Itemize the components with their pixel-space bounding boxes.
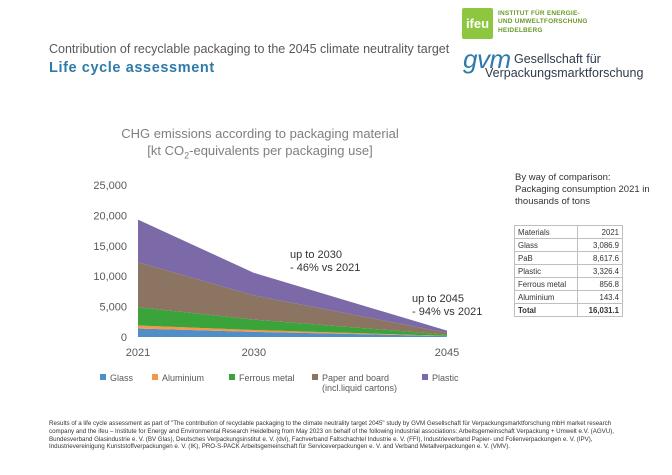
chart-title: CHG emissions according to packaging mat…: [121, 126, 399, 141]
table-row: Glass 3,086.9: [514, 238, 623, 252]
y-tick-label: 25,000: [93, 180, 127, 192]
table-cell-material: Glass: [514, 238, 578, 252]
table-total-label: Total: [514, 303, 578, 317]
x-tick-label: 2021: [126, 347, 150, 359]
legend-label-aluminium: Aluminium: [162, 373, 205, 383]
y-tick-label: 0: [121, 332, 127, 344]
area-glass: [138, 328, 447, 337]
legend-swatch-plastic: [422, 374, 428, 380]
legend-item-glass: Glass: [100, 373, 133, 383]
gvm-logo: gvm: [463, 44, 511, 74]
table-row: Plastic 3,326.4: [514, 264, 623, 278]
y-tick-label: 20,000: [93, 210, 127, 222]
x-tick-label: 2030: [242, 347, 266, 359]
gvm-name-line-2: Verpackungsmarktforschung: [485, 66, 644, 80]
table-cell-material: Aluminium: [514, 290, 578, 304]
legend-swatch-paper-and-board: [312, 374, 318, 380]
table-row: PaB 8,617.6: [514, 251, 623, 265]
annotation-line-2: - 46% vs 2021: [290, 262, 360, 274]
table-header-material: Materials: [514, 225, 578, 239]
legend-label-paper-and-board: Paper and board: [322, 373, 390, 383]
chart-title-unit-prefix: [kt CO: [147, 143, 185, 158]
table-cell-value: 856.8: [577, 277, 623, 291]
page-title: Life cycle assessment: [49, 60, 215, 76]
chart-title-unit-suffix: -equivalents per packaging use]: [189, 143, 373, 158]
table-cell-value: 3,326.4: [577, 264, 623, 278]
legend-item-paper-and-board: Paper and board (incl.liquid cartons): [312, 373, 397, 393]
legend-item-ferrous-metal: Ferrous metal: [229, 373, 295, 383]
table-total-row: Total 16,031.1: [514, 303, 623, 317]
table-cell-value: 143.4: [577, 290, 623, 304]
y-tick-label: 5,000: [99, 302, 127, 314]
ifeu-logo: ifeu: [462, 8, 493, 39]
page-subtitle: Contribution of recyclable packaging to …: [49, 42, 450, 56]
area-paper-and-board: [138, 262, 447, 335]
ifeu-name-line-1: INSTITUT FÜR ENERGIE-: [498, 10, 580, 17]
legend-swatch-glass: [100, 374, 106, 380]
table-cell-value: 3,086.9: [577, 238, 623, 252]
ifeu-name-line-3: HEIDELBERG: [498, 26, 543, 34]
table-cell-material: Plastic: [514, 264, 578, 278]
legend-item-plastic: Plastic: [422, 373, 459, 383]
y-tick-label: 15,000: [93, 241, 127, 253]
legend-swatch-aluminium: [152, 374, 158, 380]
footnote: Results of a life cycle assessment as pa…: [49, 420, 615, 451]
consumption-table: Materials 2021 Glass 3,086.9 PaB 8,617.6…: [514, 225, 623, 317]
ifeu-name: INSTITUT FÜR ENERGIE- UND UMWELTFORSCHUN…: [498, 10, 608, 35]
legend-label-paper-and-board-note: (incl.liquid cartons): [322, 383, 398, 393]
table-row: Aluminium 143.4: [514, 290, 623, 304]
table-header-row: Materials 2021: [514, 225, 623, 239]
table-cell-material: Ferrous metal: [514, 277, 578, 291]
chart-title-unit: [kt CO2-equivalents per packaging use]: [0, 143, 520, 161]
chart-title-unit-subscript: 2: [184, 150, 190, 161]
table-cell-material: PaB: [514, 251, 578, 265]
annotation-line-1: up to 2045: [412, 293, 464, 305]
legend-label-glass: Glass: [110, 373, 134, 383]
area-aluminium: [138, 325, 447, 337]
comparison-subtitle: Packaging consumption 2021 in thousands …: [515, 184, 650, 207]
annotation-line-1: up to 2030: [290, 249, 342, 261]
table-row: Ferrous metal 856.8: [514, 277, 623, 291]
x-tick-label: 2045: [435, 347, 459, 359]
gvm-name-line-1: Gesellschaft für: [514, 52, 601, 66]
comparison-title: By way of comparison:: [515, 172, 611, 183]
ifeu-name-line-2: UND UMWELTFORSCHUNG: [498, 18, 588, 26]
table-cell-value: 8,617.6: [577, 251, 623, 265]
y-tick-label: 10,000: [93, 271, 127, 283]
legend-label-plastic: Plastic: [432, 373, 459, 383]
area-ferrous-metal: [138, 307, 447, 336]
annotation-line-2: - 94% vs 2021: [412, 306, 482, 318]
legend-label-ferrous-metal: Ferrous metal: [239, 373, 295, 383]
table-total-value: 16,031.1: [577, 303, 623, 317]
legend-swatch-ferrous-metal: [229, 374, 235, 380]
legend-item-aluminium: Aluminium: [152, 373, 204, 383]
table-header-year: 2021: [577, 225, 623, 239]
area-plastic: [138, 219, 447, 333]
